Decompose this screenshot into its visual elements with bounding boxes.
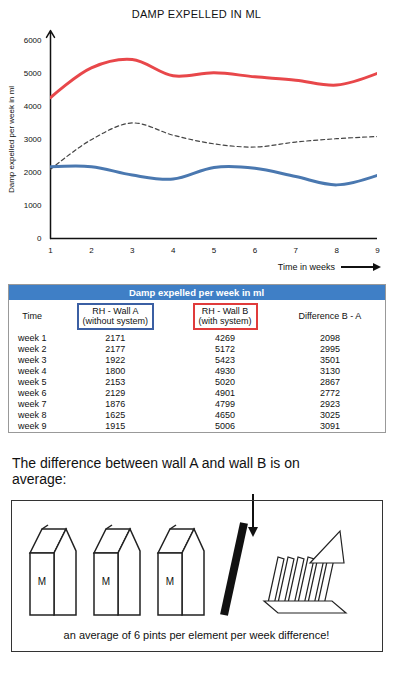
html-text:Damp expelled per week in ml: Damp expelled per week in ml [128,287,265,298]
svg-text:3000: 3000 [24,135,42,144]
html-text:week 6: week 6 [17,388,47,399]
html-text:1922: 1922 [105,355,126,366]
html-text:2923: 2923 [319,399,340,410]
html-text:1876: 1876 [105,399,126,410]
html-text:4269: 4269 [215,333,235,344]
html-text:Time in weeks: Time in weeks [277,262,335,272]
svg-text:3: 3 [130,246,135,255]
html-text:2995: 2995 [319,344,340,355]
html-text:2171: 2171 [105,333,126,344]
svg-text:7: 7 [294,246,299,255]
html-text:week 5: week 5 [17,377,47,388]
html-text:3091: 3091 [319,421,340,432]
html-text:5006: 5006 [215,421,235,432]
html-text:RH - Wall B (with system): RH - Wall B (with system) [198,306,252,327]
svg-text:M: M [101,576,109,587]
html-text:week 2: week 2 [17,344,47,355]
html-text:The difference between wall A: The difference between wall A and wall B… [12,454,300,488]
svg-text:8: 8 [334,246,339,255]
svg-text:9: 9 [375,246,380,255]
svg-text:5: 5 [212,246,217,255]
html-text:1800: 1800 [105,366,126,377]
svg-text:M: M [165,576,173,587]
html-text:DAMP EXPELLED IN ML: DAMP EXPELLED IN ML [131,8,262,20]
html-text:week 8: week 8 [17,410,47,421]
svg-text:4: 4 [171,246,176,255]
html-text:5172: 5172 [215,344,235,355]
svg-text:1: 1 [48,246,53,255]
html-text:1915: 1915 [105,421,126,432]
html-text:Difference B - A: Difference B - A [298,311,362,322]
html-text:week 3: week 3 [17,355,47,366]
html-text:1625: 1625 [105,410,126,421]
html-text:5423: 5423 [215,355,235,366]
html-text:2098: 2098 [319,333,340,344]
html-text:RH - Wall A (without system): RH - Wall A (without system) [82,306,149,327]
svg-text:4000: 4000 [24,102,42,111]
html-text:4901: 4901 [215,388,235,399]
svg-text:1000: 1000 [24,201,42,210]
html-text:4930: 4930 [215,366,235,377]
html-text:week 7: week 7 [17,399,47,410]
svg-text:2: 2 [89,246,94,255]
html-text:4650: 4650 [215,410,235,421]
svg-text:2000: 2000 [24,168,42,177]
svg-text:5000: 5000 [24,69,42,78]
html-text:5020: 5020 [215,377,235,388]
svg-text:0: 0 [37,234,42,243]
html-text:week 1: week 1 [17,333,47,344]
html-text:2772: 2772 [319,388,340,399]
html-text:2867: 2867 [319,377,340,388]
svg-text:6: 6 [253,246,258,255]
html-text:3501: 3501 [319,355,340,366]
html-text:week 4: week 4 [17,366,47,377]
svg-text:M: M [37,576,45,587]
html-text:an average of 6 pints per elem: an average of 6 pints per element per we… [63,629,330,642]
html-text:Time: Time [22,311,42,322]
svg-text:6000: 6000 [24,36,42,45]
html-text:2153: 2153 [105,377,126,388]
svg-text:Damp expelled per week in ml: Damp expelled per week in ml [7,86,16,193]
html-text:2177: 2177 [105,344,126,355]
html-text:4799: 4799 [215,399,235,410]
html-text:2129: 2129 [105,388,126,399]
html-text:week 9: week 9 [17,421,47,432]
html-text:3130: 3130 [319,366,340,377]
html-text:3025: 3025 [319,410,340,421]
